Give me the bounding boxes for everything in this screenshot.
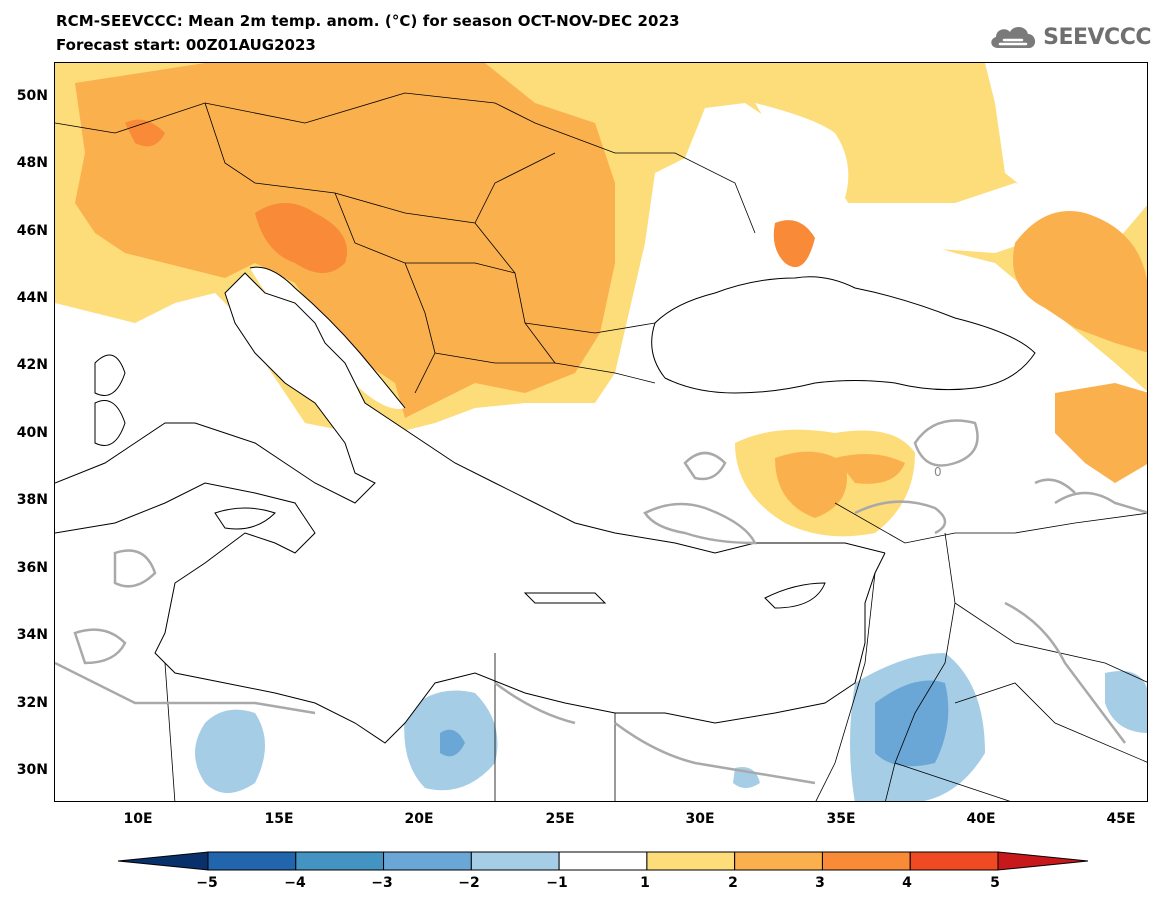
lat-label-38n: 38N [16,492,48,508]
colorbar-box [734,851,823,871]
lat-label-48n: 48N [16,155,48,171]
chart-subtitle: Forecast start: 00Z01AUG2023 [56,36,316,54]
zero-contours [55,419,1147,785]
mediterranean-sea [55,273,885,743]
colorbar-label-neg2: −2 [458,875,480,891]
lon-label-40e: 40E [966,811,996,827]
lat-label-32n: 32N [16,695,48,711]
colorbar-label-neg3: −3 [371,875,393,891]
anomaly-3-4-crimea [773,220,815,268]
colorbar-box [558,851,648,871]
lon-label-15e: 15E [264,811,294,827]
anomaly-neg2-neg3-jordan [875,680,949,767]
anomaly-neg1-neg2-arabia [1105,671,1147,733]
colorbar [118,851,1088,871]
lon-label-45e: 45E [1106,811,1136,827]
anomaly-2-3-caucasus [1013,211,1147,353]
colorbar-box-below-min [118,851,209,871]
colorbar-box-above-max [997,851,1088,871]
anomaly-white-ukraine [755,103,849,201]
lon-label-30e: 30E [685,811,715,827]
lat-label-36n: 36N [16,560,48,576]
anomaly-2-3-anatolia-east [835,454,905,484]
lon-label-35e: 35E [826,811,856,827]
colorbar-box [821,851,911,871]
anomaly-white-italy [205,313,325,503]
colorbar-label-5: 5 [990,875,1000,891]
seevccc-logo: SEEVCCC [986,22,1151,52]
colorbar-label-3: 3 [815,875,825,891]
lat-label-46n: 46N [16,223,48,239]
map-frame: 0 [54,62,1148,802]
country-borders [55,92,1147,801]
anomaly-2-3-turkey-east [1055,383,1147,483]
colorbar-box [295,851,385,871]
lat-label-30n: 30N [16,762,48,778]
lat-label-34n: 34N [16,627,48,643]
lat-label-44n: 44N [16,290,48,306]
anomaly-neg1-neg2-libya-west [195,709,265,793]
anomaly-white-aegean-turkey [435,420,735,547]
adriatic-sea [250,267,405,409]
coastlines [55,266,1036,744]
colorbar-label-neg4: −4 [284,875,306,891]
lon-label-20e: 20E [404,811,434,827]
colorbar-label-neg1: −1 [546,875,568,891]
lat-label-50n: 50N [16,88,48,104]
cloud-logo-icon [991,26,1036,48]
chart-title: RCM-SEEVCCC: Mean 2m temp. anom. (°C) fo… [56,12,680,30]
colorbar-label-4: 4 [902,875,912,891]
lat-label-42n: 42N [16,357,48,373]
anomaly-white-top-right [985,63,1147,243]
colorbar-box [909,851,999,871]
contour-label: 0 [934,465,942,479]
black-sea [651,276,1035,393]
colorbar-box [470,851,560,871]
colorbar-box [207,851,297,871]
colorbar-box [383,851,472,871]
colorbar-box [646,851,736,871]
colorbar-boxes [118,851,1088,871]
colorbar-label-neg5: −5 [196,875,218,891]
anomaly-neg2-neg3-libya-east [440,729,465,757]
colorbar-label-1: 1 [640,875,650,891]
lon-label-10e: 10E [123,811,153,827]
logo-text: SEEVCCC [1043,24,1151,50]
anomaly-white-north-black-sea [815,183,1055,253]
temperature-anomaly-map: 0 [55,63,1147,801]
lat-label-40n: 40N [16,425,48,441]
lon-label-25e: 25E [545,811,575,827]
anomaly-2-3-anatolia [775,451,847,518]
anomaly-3-4-croatia [255,203,347,273]
colorbar-label-2: 2 [728,875,738,891]
anomaly-2-3-central-europe [75,63,615,418]
